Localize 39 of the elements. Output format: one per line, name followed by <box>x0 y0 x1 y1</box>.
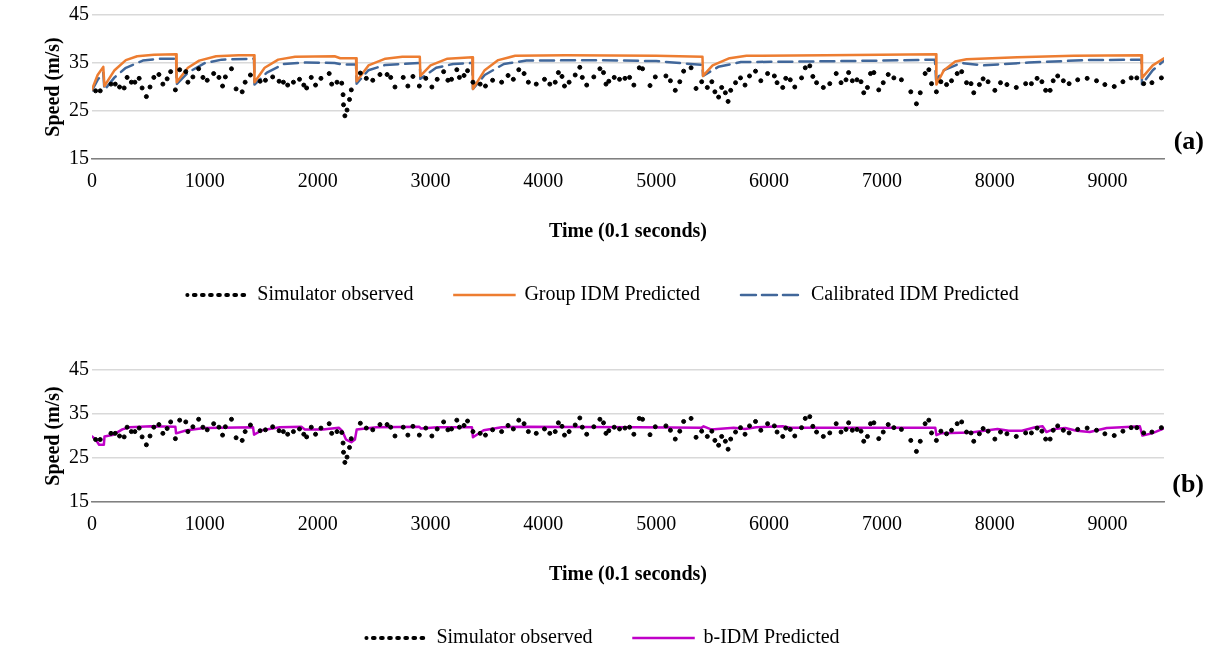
legend-label: Group IDM Predicted <box>524 282 700 306</box>
x-tick-label: 2000 <box>297 512 338 535</box>
x-axis-title: Time (0.1 seconds) <box>549 562 707 586</box>
x-tick-label: 2000 <box>297 169 338 192</box>
x-tick-label: 0 <box>87 169 97 192</box>
x-tick-label: 8000 <box>974 169 1015 192</box>
legend-label: Simulator observed <box>436 625 593 648</box>
y-tick-label: 15 <box>69 146 89 169</box>
text: (a) <box>1173 125 1204 155</box>
x-tick-label: 8000 <box>974 512 1015 535</box>
x-tick-label: 4000 <box>523 512 564 535</box>
y-tick-label: 45 <box>69 2 89 25</box>
x-tick-label: 9000 <box>1087 512 1128 535</box>
x-axis-title: Time (0.1 seconds) <box>549 219 707 243</box>
y-axis-title: Speed (m/s) <box>41 386 65 486</box>
y-axis-title: Speed (m/s) <box>41 37 65 137</box>
y-tick-label: 15 <box>69 489 89 512</box>
y-tick-label: 25 <box>69 445 89 468</box>
x-tick-label: 6000 <box>749 169 790 192</box>
x-tick-label: 4000 <box>523 169 564 192</box>
y-tick-label: 35 <box>69 401 89 424</box>
x-tick-label: 3000 <box>410 169 451 192</box>
x-tick-label: 5000 <box>636 512 677 535</box>
legend-label: Simulator observed <box>257 282 414 305</box>
legend-label: b-IDM Predicted <box>703 625 840 648</box>
x-tick-label: 1000 <box>184 169 225 192</box>
x-tick-label: 7000 <box>861 169 902 192</box>
text: (b) <box>1172 468 1204 498</box>
x-tick-label: 7000 <box>861 512 902 535</box>
y-tick-label: 25 <box>69 98 89 121</box>
y-tick-label: 35 <box>69 50 89 73</box>
y-tick-label: 45 <box>69 357 89 380</box>
x-tick-label: 6000 <box>749 512 790 535</box>
x-tick-label: 1000 <box>184 512 225 535</box>
legend-label: Calibrated IDM Predicted <box>810 282 1019 305</box>
x-tick-label: 9000 <box>1087 169 1128 192</box>
x-tick-label: 0 <box>87 512 97 535</box>
x-tick-label: 5000 <box>636 169 677 192</box>
x-tick-label: 3000 <box>410 512 451 535</box>
